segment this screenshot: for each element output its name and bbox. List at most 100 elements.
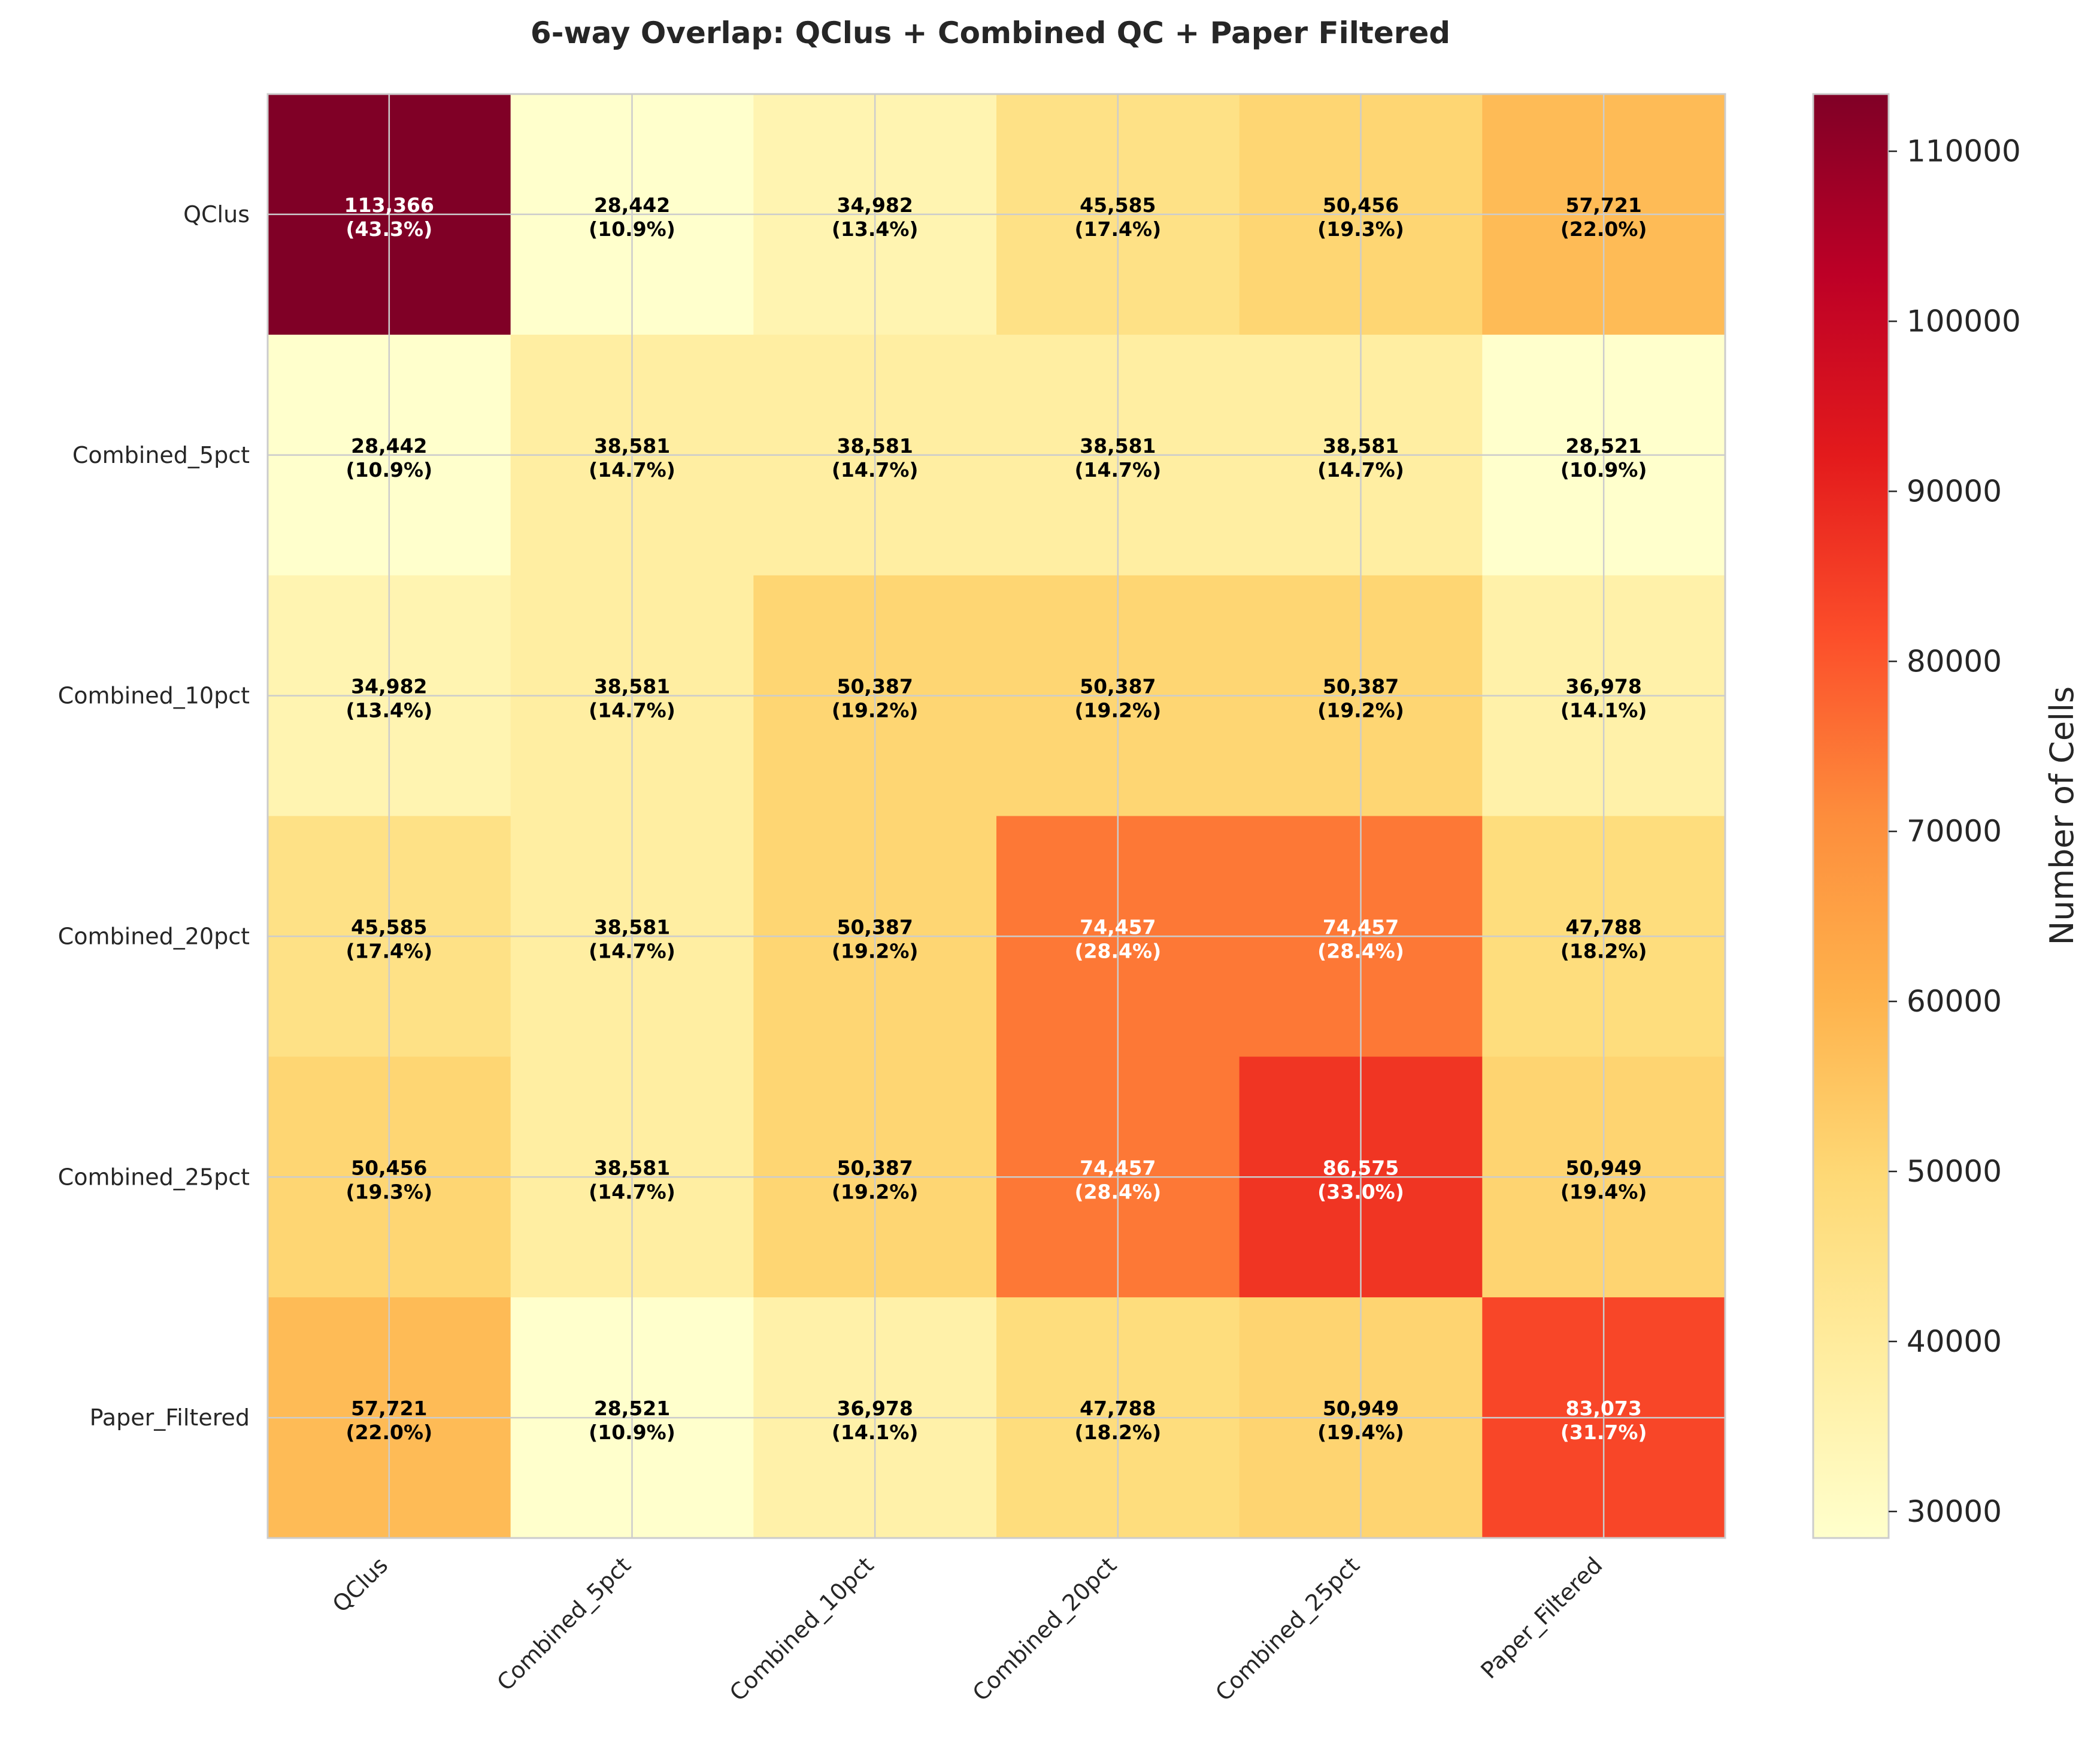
cell-percent-label: (14.1%) — [832, 1421, 919, 1444]
x-tick-label: Combined_5pct — [492, 1552, 636, 1696]
y-tick-label: Combined_5pct — [72, 442, 250, 468]
cell-value-label: 57,721 — [351, 1397, 427, 1420]
colorbar-tick-label: 70000 — [1907, 814, 2002, 849]
cell-percent-label: (14.7%) — [589, 699, 675, 722]
cell-percent-label: (19.3%) — [346, 1180, 433, 1203]
cell-value-label: 50,949 — [1323, 1397, 1399, 1420]
cell-value-label: 28,521 — [594, 1397, 670, 1420]
cell-percent-label: (28.4%) — [1075, 939, 1162, 962]
cell-percent-label: (19.2%) — [832, 699, 919, 722]
colorbar-tick-label: 110000 — [1907, 134, 2021, 169]
cell-percent-label: (14.7%) — [1317, 458, 1404, 482]
cell-value-label: 45,585 — [1080, 193, 1156, 217]
colorbar-tick-label: 50000 — [1907, 1154, 2002, 1189]
cell-percent-label: (22.0%) — [1560, 217, 1647, 241]
cell-value-label: 38,581 — [1080, 434, 1156, 458]
cell-value-label: 38,581 — [594, 1156, 670, 1179]
cell-value-label: 28,442 — [351, 434, 427, 458]
cell-percent-label: (19.2%) — [1317, 699, 1404, 722]
cell-percent-label: (14.7%) — [832, 458, 919, 482]
cell-value-label: 50,387 — [837, 915, 913, 938]
cell-percent-label: (22.0%) — [346, 1421, 433, 1444]
cell-percent-label: (14.1%) — [1560, 699, 1647, 722]
cell-percent-label: (13.4%) — [832, 217, 919, 241]
cell-percent-label: (10.9%) — [1560, 458, 1647, 482]
colorbar-tick-label: 60000 — [1907, 984, 2002, 1019]
cell-percent-label: (33.0%) — [1317, 1180, 1404, 1203]
cell-value-label: 38,581 — [837, 434, 913, 458]
cell-value-label: 28,521 — [1565, 434, 1641, 458]
cell-percent-label: (19.2%) — [1075, 699, 1162, 722]
x-tick-label: Combined_25pct — [1210, 1552, 1365, 1706]
cell-percent-label: (14.7%) — [589, 458, 675, 482]
cell-value-label: 45,585 — [351, 915, 427, 938]
gridlines — [266, 93, 1726, 1539]
cell-percent-label: (19.3%) — [1317, 217, 1404, 241]
cell-value-label: 36,978 — [1565, 675, 1641, 698]
cell-percent-label: (28.4%) — [1317, 939, 1404, 962]
cell-value-label: 50,387 — [1323, 675, 1399, 698]
cell-value-label: 74,457 — [1080, 1156, 1156, 1179]
colorbar-tick-label: 90000 — [1907, 474, 2002, 508]
cell-percent-label: (43.3%) — [346, 217, 433, 241]
cell-percent-label: (10.9%) — [589, 1421, 675, 1444]
colorbar-tick-label: 80000 — [1907, 644, 2002, 679]
cell-value-label: 38,581 — [594, 915, 670, 938]
cell-value-label: 50,949 — [1565, 1156, 1641, 1179]
cell-value-label: 34,982 — [837, 193, 913, 217]
x-tick-label: Paper_Filtered — [1475, 1552, 1607, 1684]
cell-value-label: 50,456 — [351, 1156, 427, 1179]
cell-percent-label: (28.4%) — [1075, 1180, 1162, 1203]
cell-percent-label: (14.7%) — [589, 939, 675, 962]
cell-value-label: 50,387 — [837, 1156, 913, 1179]
x-tick-label: Combined_10pct — [725, 1552, 879, 1706]
cell-value-label: 38,581 — [594, 434, 670, 458]
cell-percent-label: (10.9%) — [589, 217, 675, 241]
colorbar-tick-label: 40000 — [1907, 1324, 2002, 1359]
cell-value-label: 83,073 — [1565, 1397, 1641, 1420]
cell-value-label: 113,366 — [344, 193, 434, 217]
cell-value-label: 36,978 — [837, 1397, 913, 1420]
colorbar-label: Number of Cells — [2043, 686, 2081, 945]
cell-value-label: 34,982 — [351, 675, 427, 698]
y-tick-label: Combined_25pct — [58, 1164, 250, 1190]
cell-value-label: 86,575 — [1323, 1156, 1399, 1179]
cell-percent-label: (19.4%) — [1560, 1180, 1647, 1203]
cell-value-label: 28,442 — [594, 193, 670, 217]
cell-value-label: 57,721 — [1565, 193, 1641, 217]
x-tick-label: QClus — [328, 1552, 393, 1618]
y-tick-label: Combined_20pct — [58, 923, 250, 949]
colorbar-tick-label: 100000 — [1907, 304, 2021, 338]
cell-percent-label: (18.2%) — [1560, 939, 1647, 962]
cell-value-label: 74,457 — [1080, 915, 1156, 938]
y-tick-label: QClus — [183, 201, 250, 228]
x-tick-label: Combined_20pct — [968, 1552, 1122, 1706]
cell-value-label: 47,788 — [1565, 915, 1641, 938]
cell-percent-label: (14.7%) — [589, 1180, 675, 1203]
cell-value-label: 50,387 — [837, 675, 913, 698]
cell-percent-label: (19.2%) — [832, 1180, 919, 1203]
cell-value-label: 74,457 — [1323, 915, 1399, 938]
colorbar-gradient — [1812, 93, 1890, 1539]
cell-percent-label: (17.4%) — [1075, 217, 1162, 241]
cell-percent-label: (13.4%) — [346, 699, 433, 722]
heatmap-cells — [268, 94, 1726, 1539]
axes-frame — [266, 93, 1726, 1539]
cell-value-label: 50,387 — [1080, 675, 1156, 698]
cell-value-label: 50,456 — [1323, 193, 1399, 217]
chart-title: 6-way Overlap: QClus + Combined QC + Pap… — [531, 16, 1450, 50]
cell-value-label: 47,788 — [1080, 1397, 1156, 1420]
cell-percent-label: (31.7%) — [1560, 1421, 1647, 1444]
cell-percent-label: (19.4%) — [1317, 1421, 1404, 1444]
cell-percent-label: (18.2%) — [1075, 1421, 1162, 1444]
cell-percent-label: (17.4%) — [346, 939, 433, 962]
cell-percent-label: (19.2%) — [832, 939, 919, 962]
cell-value-label: 38,581 — [594, 675, 670, 698]
cell-value-label: 38,581 — [1323, 434, 1399, 458]
colorbar-tick-label: 30000 — [1907, 1494, 2002, 1529]
y-tick-label: Paper_Filtered — [90, 1404, 250, 1431]
colorbar: 30000 40000 50000 60000 70000 80000 90000 10000… — [1812, 93, 2021, 1539]
cell-percent-label: (14.7%) — [1075, 458, 1162, 482]
y-tick-label: Combined_10pct — [58, 683, 250, 709]
